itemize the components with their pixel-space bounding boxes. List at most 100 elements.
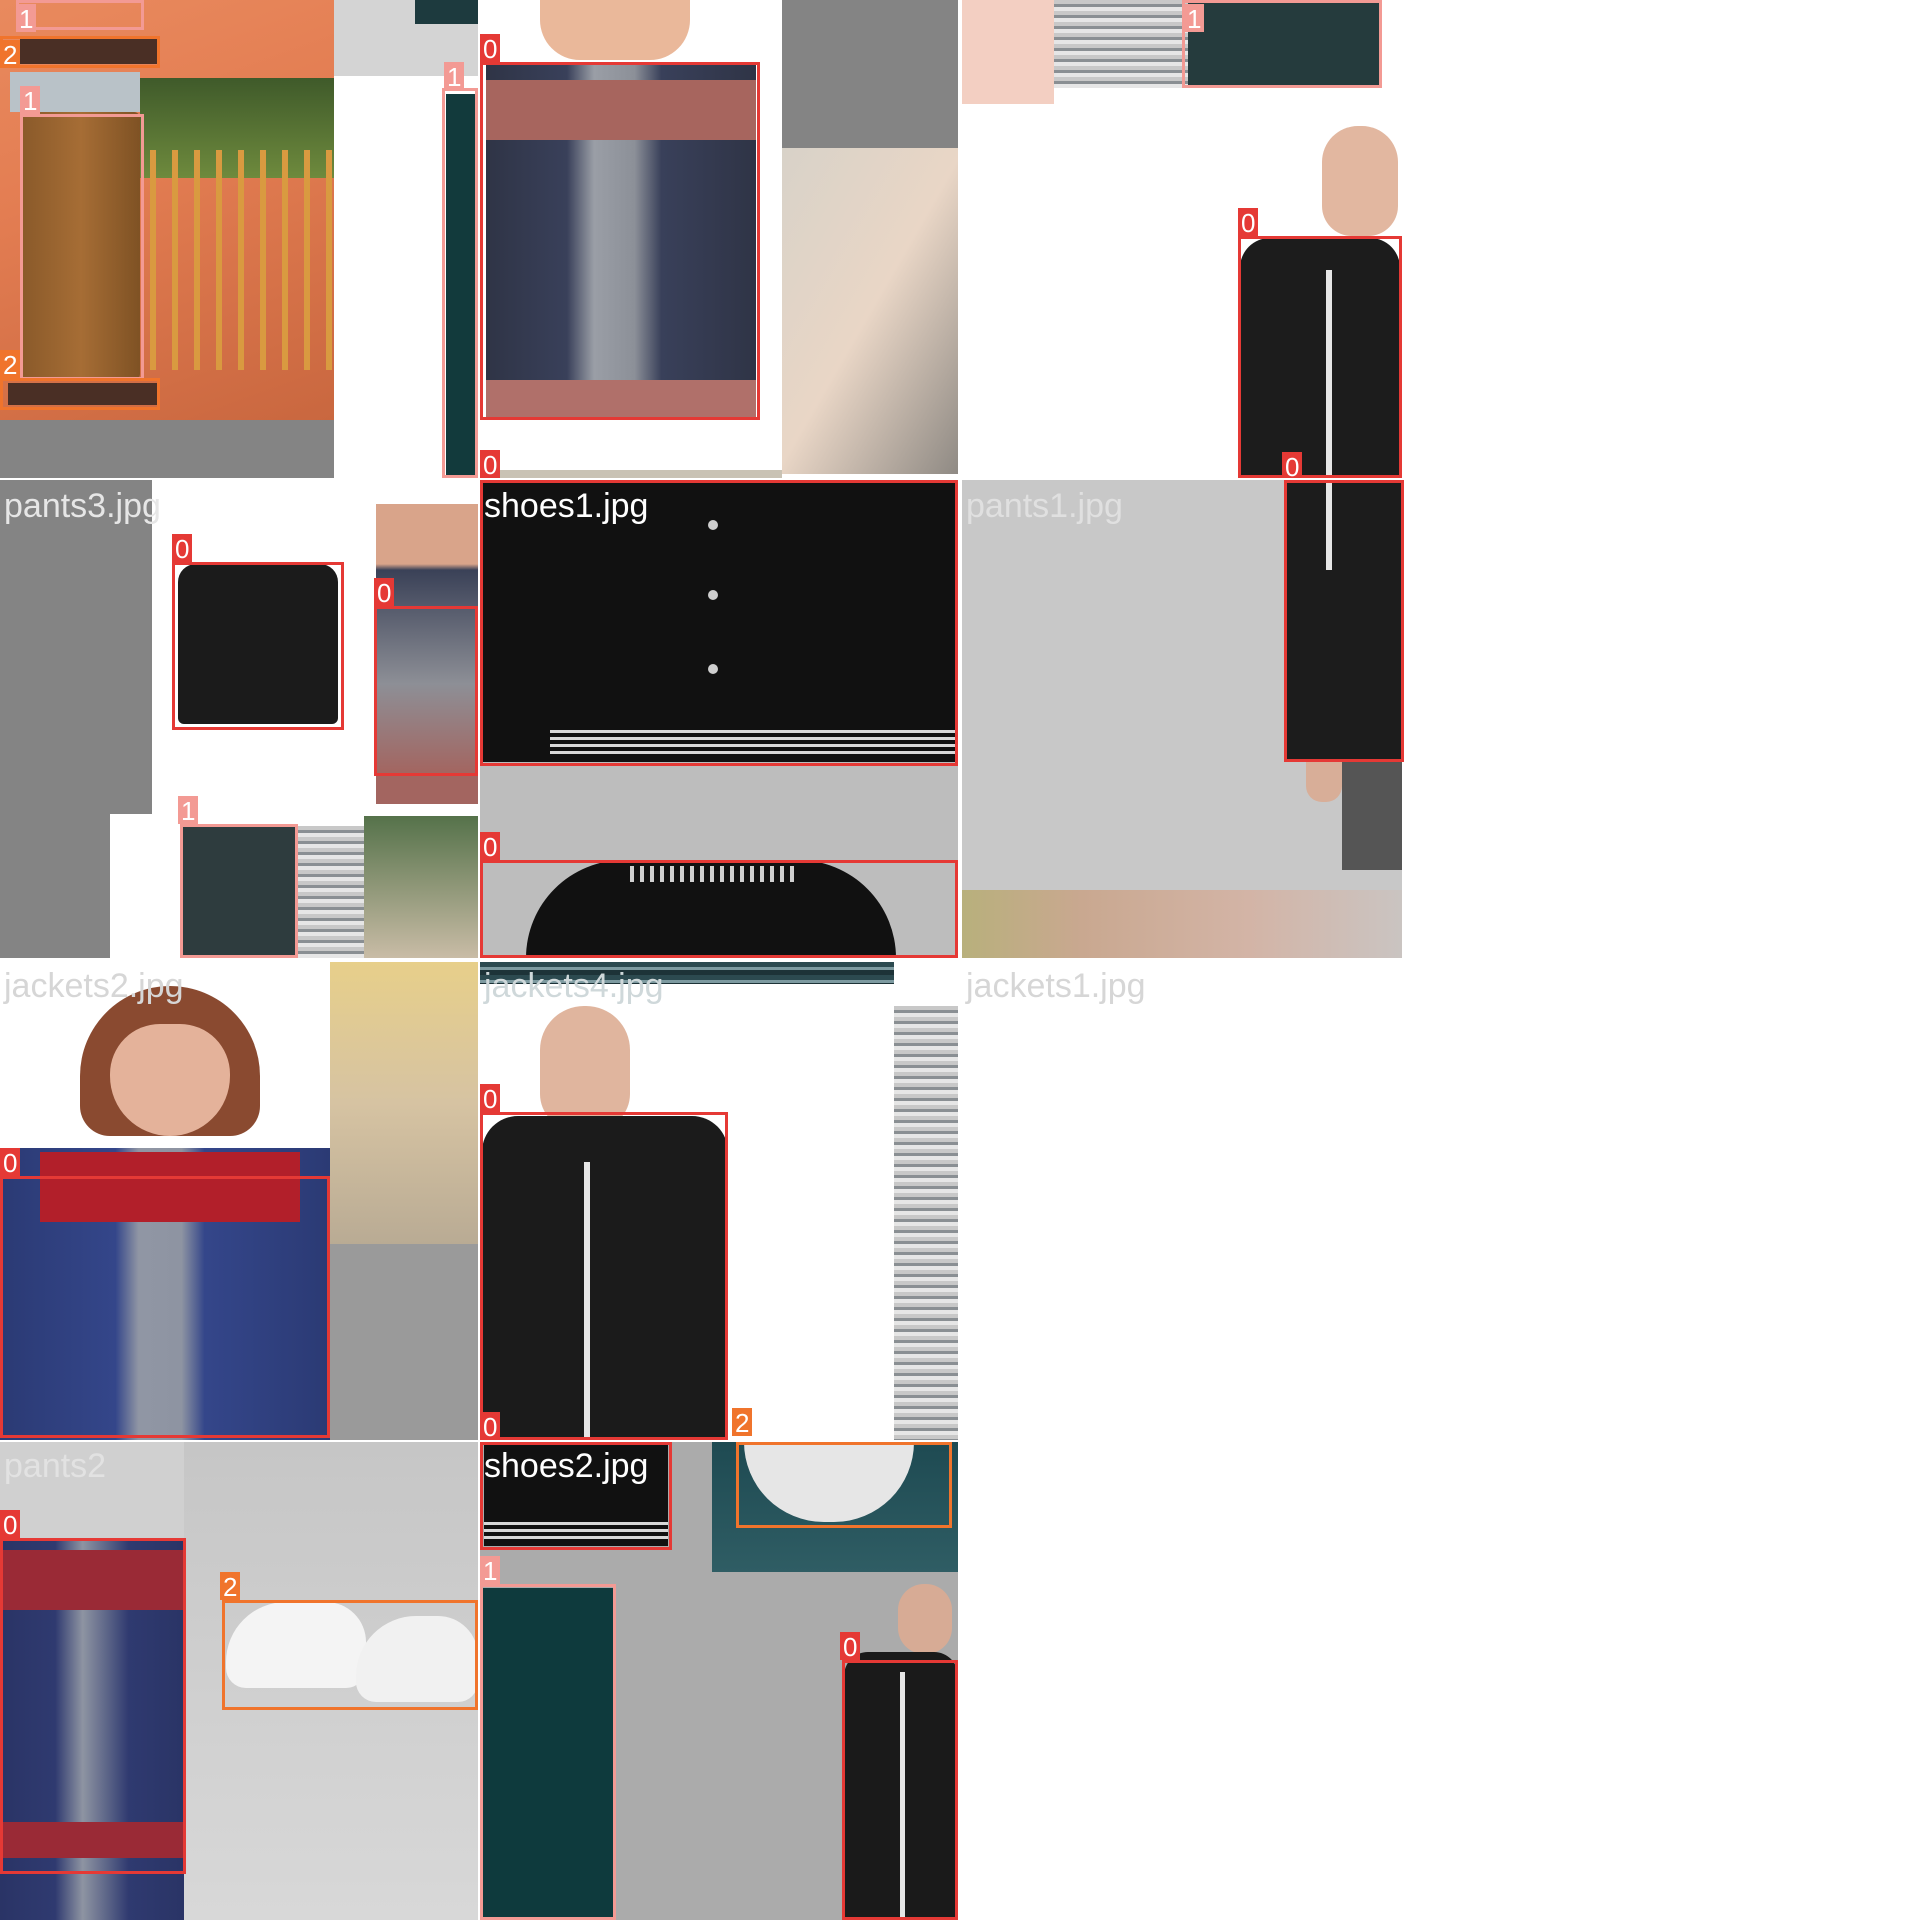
bbox-class-1 bbox=[1182, 0, 1382, 88]
photo-zipper bbox=[900, 1672, 905, 1920]
photo-dark-pants-strip bbox=[446, 94, 478, 478]
tile-woman-denim: jackets2.jpg 0 bbox=[0, 962, 478, 1440]
bbox-class-0 bbox=[172, 562, 344, 730]
bbox-label: 2 bbox=[0, 350, 21, 378]
photo-jacket-yoke bbox=[486, 80, 756, 140]
tile-teal-pants: shoes2.jpg 1 0 bbox=[480, 1442, 958, 1920]
photo-button bbox=[708, 520, 718, 530]
white-pad bbox=[110, 814, 180, 958]
photo-trousers bbox=[1342, 762, 1402, 870]
bbox-label: 0 bbox=[480, 450, 501, 478]
tile-hooded-man: jackets4.jpg 0 0 2 bbox=[480, 962, 958, 1440]
bbox-class-1 bbox=[480, 1584, 616, 1920]
photo-zipper bbox=[584, 1162, 590, 1440]
photo-jacket bbox=[1240, 238, 1400, 478]
bbox-label: 2 bbox=[220, 1572, 241, 1600]
filename-label: jackets4.jpg bbox=[484, 967, 664, 1005]
bbox-label: 0 bbox=[480, 1412, 501, 1440]
photo-dark-top bbox=[415, 0, 478, 24]
photo-woman bbox=[376, 504, 478, 804]
photo-greenery bbox=[364, 816, 478, 958]
bbox-class-0 bbox=[0, 1176, 330, 1438]
bbox-class-0 bbox=[374, 606, 478, 776]
bbox-class-0 bbox=[480, 1112, 728, 1440]
photo-teal-pants bbox=[480, 1588, 614, 1920]
photo-face bbox=[110, 1024, 230, 1136]
tile-blank bbox=[962, 1442, 1440, 1920]
bbox-label: 2 bbox=[0, 40, 21, 68]
bbox-class-0 bbox=[842, 1660, 958, 1920]
photo-dark-pants bbox=[182, 826, 296, 958]
bbox-class-0 bbox=[480, 62, 760, 420]
photo-zipper bbox=[1326, 270, 1332, 478]
filename-label: pants2 bbox=[4, 1447, 107, 1485]
bbox-label: 0 bbox=[1282, 452, 1303, 478]
bbox-label: 0 bbox=[840, 1632, 861, 1660]
photo-stretched-edge bbox=[296, 826, 364, 958]
photo-collar-stripes bbox=[630, 866, 800, 882]
photo-stretched-edge bbox=[894, 1006, 958, 1440]
bbox-label: 0 bbox=[374, 578, 395, 606]
filename-label: shoes1.jpg bbox=[484, 487, 649, 525]
gray-pad bbox=[0, 420, 334, 478]
photo-blur-bottom bbox=[962, 890, 1440, 958]
bbox-label: 1 bbox=[480, 1556, 501, 1584]
bbox-class-0 bbox=[1284, 480, 1404, 762]
photo-jacket bbox=[1286, 480, 1402, 762]
photo-wall bbox=[330, 962, 478, 1244]
photo-button bbox=[708, 664, 718, 674]
bbox-label: 1 bbox=[1184, 4, 1205, 32]
photo-jacket bbox=[482, 1116, 728, 1440]
filename-label: pants1.jpg bbox=[966, 487, 1123, 525]
bbox-class-0 bbox=[480, 860, 958, 958]
filename-label: jackets1.jpg bbox=[966, 967, 1146, 1005]
photo-sneaker bbox=[226, 1602, 366, 1688]
filename-label: jackets2.jpg bbox=[4, 967, 184, 1005]
photo-shoes-bottom bbox=[8, 383, 158, 405]
bbox-class-2 bbox=[736, 1442, 952, 1528]
photo-black-jacket bbox=[178, 564, 338, 724]
bbox-label: 0 bbox=[0, 1148, 21, 1176]
photo-head bbox=[898, 1584, 952, 1654]
bbox-class-2 bbox=[222, 1600, 478, 1710]
bbox-class-1 bbox=[20, 114, 144, 380]
bbox-class-0 bbox=[480, 480, 958, 766]
filename-label: pants3.jpg bbox=[4, 487, 161, 525]
photo-stretched-top bbox=[480, 962, 894, 984]
photo-head bbox=[540, 1006, 630, 1130]
gray-pad bbox=[782, 0, 958, 148]
photo-jacket-hem bbox=[486, 380, 756, 420]
bbox-label: 0 bbox=[0, 1510, 21, 1538]
tile-jacket-woman: 0 0 bbox=[480, 0, 958, 478]
bbox-label: 1 bbox=[16, 4, 37, 32]
bbox-class-1 bbox=[442, 88, 478, 478]
bbox-label: 0 bbox=[1238, 208, 1259, 236]
photo-jacket-yoke bbox=[40, 1152, 300, 1222]
tile-windbreaker-man: 1 0 0 bbox=[962, 0, 1440, 478]
white-right bbox=[1402, 480, 1440, 958]
photo-railing bbox=[150, 150, 334, 370]
photo-pants bbox=[22, 112, 140, 380]
bbox-label: 0 bbox=[480, 832, 501, 860]
photo-cuff-stripes bbox=[484, 1522, 668, 1542]
bbox-label: 2 bbox=[732, 1408, 753, 1436]
bbox-class-2 bbox=[0, 36, 160, 68]
photo-jacket-hem bbox=[0, 1822, 184, 1858]
bbox-class-0 bbox=[480, 1442, 672, 1550]
canvas-empty-right bbox=[1440, 0, 1920, 1920]
photo-leg bbox=[782, 148, 958, 474]
tile-windbreaker-lower: pants1.jpg bbox=[962, 480, 1440, 958]
tile-blank: jackets1.jpg bbox=[962, 962, 1440, 1440]
photo-cuff-stripes bbox=[550, 730, 958, 756]
tile-pants-walkway: 1 2 1 2 1 bbox=[0, 0, 478, 478]
bbox-class-0 bbox=[0, 1538, 186, 1874]
bbox-label: 1 bbox=[178, 796, 199, 824]
photo-button bbox=[708, 590, 718, 600]
bbox-label: 0 bbox=[480, 34, 501, 62]
bbox-label: 0 bbox=[172, 534, 193, 562]
bbox-label: 1 bbox=[20, 86, 41, 114]
photo-hand bbox=[1306, 762, 1342, 802]
photo-zipper bbox=[1326, 480, 1332, 570]
photo-head bbox=[1322, 126, 1398, 236]
